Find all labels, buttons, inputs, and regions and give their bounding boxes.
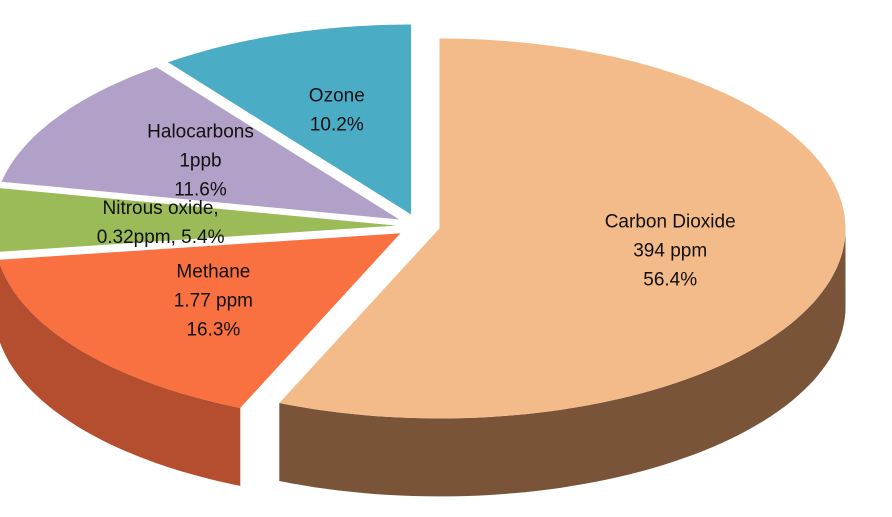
slice-side-carbon-dioxide — [279, 228, 846, 497]
slice-label-line: Nitrous oxide, — [103, 198, 219, 219]
slice-nitrous-oxide — [0, 188, 396, 252]
pie-labels: Carbon Dioxide 394 ppm 56.4% Methane 1.77 pp… — [97, 85, 736, 340]
slice-label-line: 1ppb — [179, 151, 221, 172]
slice-label-line: 394 ppm — [633, 241, 707, 262]
slice-halocarbons — [1, 67, 400, 220]
slice-label-line: Methane — [176, 261, 250, 282]
slice-methane — [0, 233, 401, 408]
slice-label-line: 11.6% — [174, 180, 227, 201]
slice-label-halocarbons: Halocarbons 1ppb 11.6% — [147, 122, 254, 201]
slice-label-line: Carbon Dioxide — [605, 212, 736, 233]
slice-label-carbon-dioxide: Carbon Dioxide 394 ppm 56.4% — [605, 212, 736, 291]
slice-carbon-dioxide — [279, 38, 846, 419]
slice-label-line: 16.3% — [186, 319, 240, 340]
slice-label-ozone: Ozone 10.2% — [309, 85, 365, 135]
slice-ozone — [168, 24, 412, 215]
pie-tops — [0, 24, 846, 419]
slice-label-methane: Methane 1.77 ppm 16.3% — [174, 261, 253, 340]
slice-side-methane — [0, 264, 241, 486]
slice-label-line: 56.4% — [643, 270, 697, 291]
pie-sides — [0, 228, 846, 497]
slice-label-line: Ozone — [309, 85, 365, 106]
slice-label-line: 10.2% — [310, 114, 364, 135]
slice-label-nitrous-oxide: Nitrous oxide, 0.32ppm, 5.4% — [97, 198, 225, 248]
slice-label-line: 1.77 ppm — [174, 290, 253, 311]
slice-label-line: 0.32ppm, 5.4% — [97, 227, 225, 248]
slice-label-line: Halocarbons — [147, 122, 254, 143]
